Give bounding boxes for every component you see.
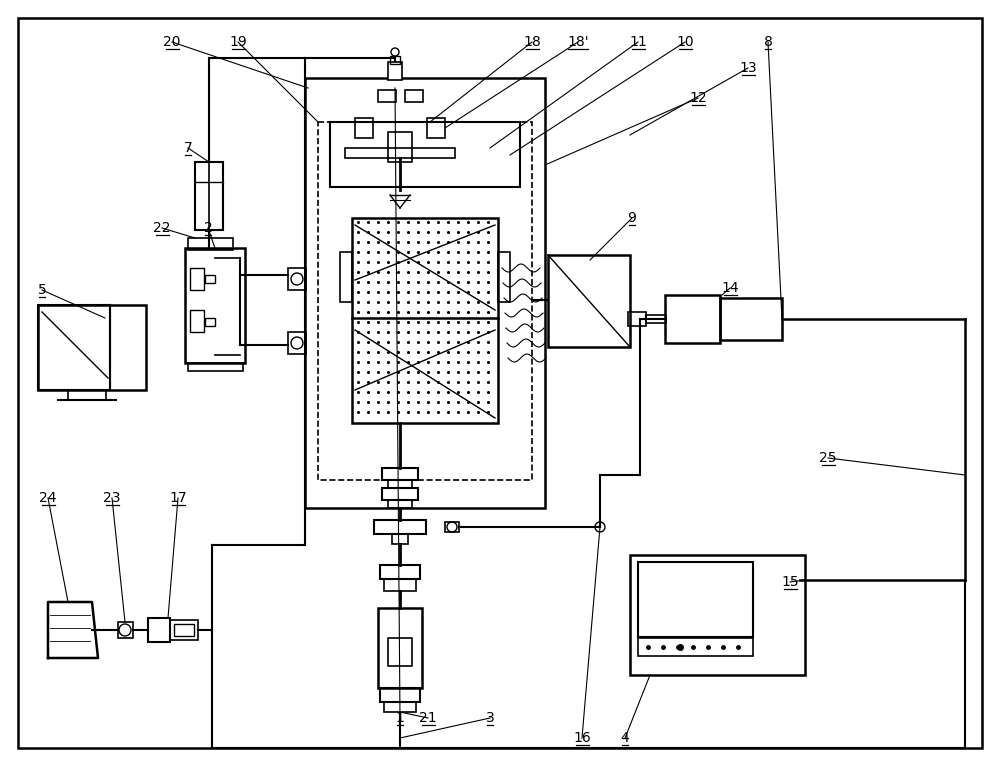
Text: 22: 22 bbox=[153, 221, 171, 235]
Bar bbox=[665, 295, 720, 343]
Text: 11: 11 bbox=[629, 35, 647, 49]
Text: 18': 18' bbox=[567, 35, 589, 49]
Text: 9: 9 bbox=[628, 211, 636, 225]
Bar bbox=[646, 315, 666, 323]
Text: 1: 1 bbox=[396, 711, 404, 725]
Bar bbox=[352, 218, 498, 423]
Bar bbox=[68, 390, 106, 400]
Bar bbox=[205, 318, 215, 326]
Text: 10: 10 bbox=[676, 35, 694, 49]
Bar bbox=[498, 252, 510, 302]
Text: 25: 25 bbox=[819, 451, 837, 465]
Bar bbox=[378, 608, 422, 688]
Bar bbox=[318, 122, 532, 480]
Text: 3: 3 bbox=[486, 711, 494, 725]
Text: 15: 15 bbox=[781, 575, 799, 589]
Bar bbox=[38, 305, 110, 390]
Text: 18: 18 bbox=[523, 35, 541, 49]
Bar bbox=[170, 620, 198, 640]
Bar bbox=[380, 565, 420, 579]
Bar bbox=[382, 488, 418, 500]
Bar bbox=[378, 90, 396, 102]
Text: 20: 20 bbox=[163, 35, 181, 49]
Bar bbox=[384, 702, 416, 712]
Bar bbox=[405, 90, 423, 102]
Bar bbox=[148, 618, 170, 642]
Bar bbox=[288, 332, 306, 354]
Bar bbox=[388, 62, 402, 80]
Text: 17: 17 bbox=[169, 491, 187, 505]
Bar bbox=[392, 534, 408, 544]
Bar bbox=[190, 268, 204, 290]
Bar bbox=[305, 78, 545, 508]
Bar bbox=[118, 622, 133, 638]
Bar bbox=[628, 312, 646, 326]
Text: 24: 24 bbox=[39, 491, 57, 505]
Bar bbox=[548, 255, 630, 347]
Bar bbox=[288, 268, 306, 290]
Bar bbox=[630, 555, 805, 675]
Bar bbox=[345, 148, 455, 158]
Text: 2: 2 bbox=[204, 221, 212, 235]
Bar bbox=[205, 275, 215, 283]
Bar bbox=[195, 162, 223, 230]
Bar bbox=[340, 252, 352, 302]
Bar bbox=[188, 238, 233, 250]
Bar bbox=[38, 305, 146, 390]
Bar bbox=[388, 132, 412, 162]
Bar bbox=[427, 118, 445, 138]
Bar bbox=[174, 624, 194, 636]
Text: 12: 12 bbox=[689, 91, 707, 105]
Bar bbox=[388, 480, 412, 488]
Bar bbox=[445, 522, 459, 532]
Text: 21: 21 bbox=[419, 711, 437, 725]
Bar bbox=[638, 562, 753, 637]
Text: 4: 4 bbox=[621, 731, 629, 745]
Text: 8: 8 bbox=[764, 35, 772, 49]
Bar bbox=[720, 298, 782, 340]
Bar bbox=[388, 500, 412, 508]
Bar bbox=[188, 363, 243, 371]
Text: 23: 23 bbox=[103, 491, 121, 505]
Text: 13: 13 bbox=[739, 61, 757, 75]
Bar bbox=[388, 638, 412, 666]
Bar bbox=[374, 520, 426, 534]
Text: 14: 14 bbox=[721, 281, 739, 295]
Text: 16: 16 bbox=[573, 731, 591, 745]
Bar bbox=[384, 579, 416, 591]
Bar bbox=[380, 688, 420, 702]
Bar bbox=[638, 638, 753, 656]
Bar bbox=[355, 118, 373, 138]
Text: 19: 19 bbox=[229, 35, 247, 49]
Text: 7: 7 bbox=[184, 141, 192, 155]
Bar bbox=[190, 310, 204, 332]
Text: 5: 5 bbox=[38, 283, 46, 297]
Bar bbox=[185, 248, 245, 363]
Bar bbox=[382, 468, 418, 480]
Bar bbox=[330, 122, 520, 187]
Bar bbox=[390, 56, 400, 64]
